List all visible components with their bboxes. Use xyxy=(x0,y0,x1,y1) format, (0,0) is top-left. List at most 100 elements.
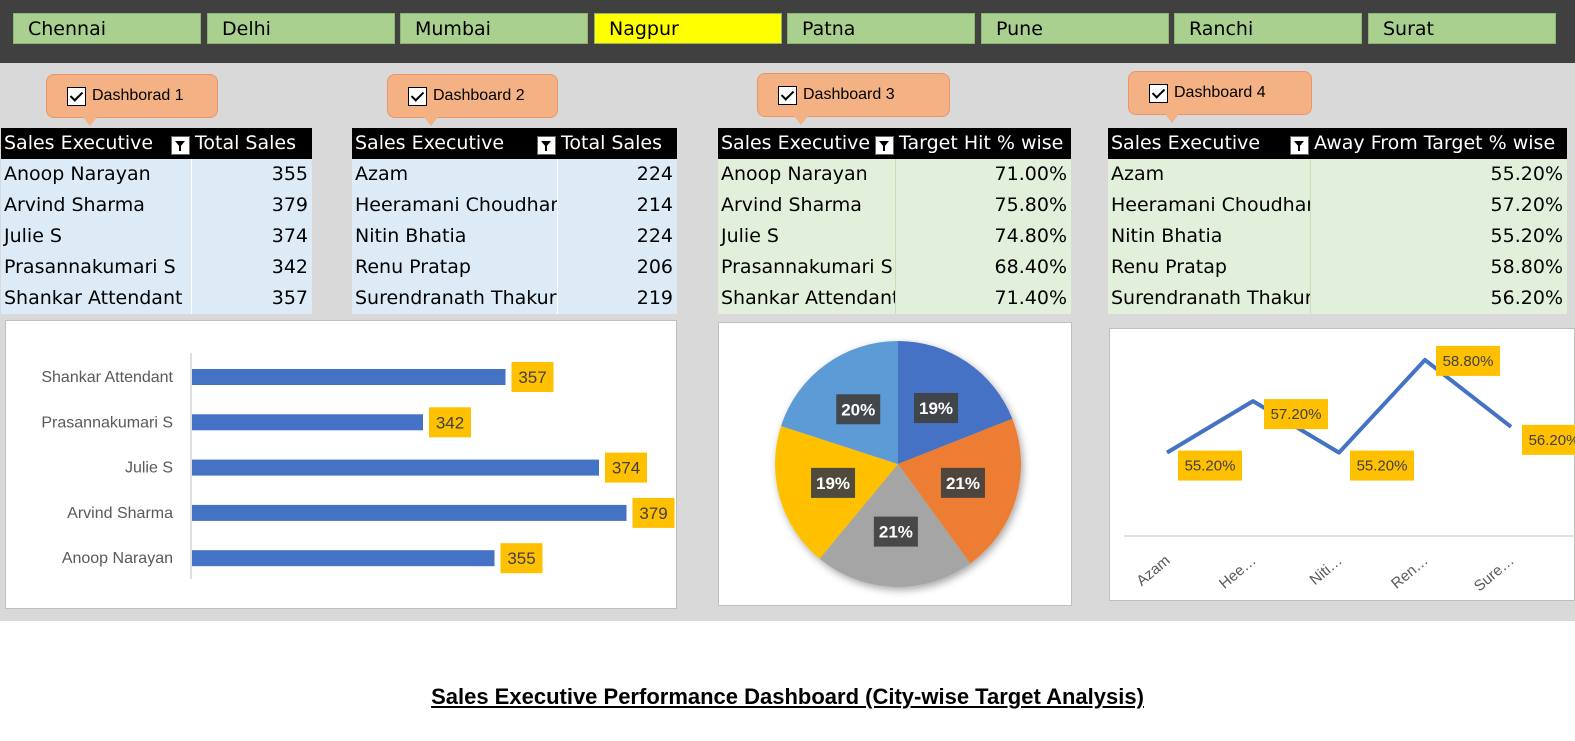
slicer-city-patna[interactable]: Patna xyxy=(787,13,975,44)
table-away-from-target: Sales Executive Away From Target % wise … xyxy=(1108,128,1567,314)
pie-slices xyxy=(775,341,1021,587)
data-label-bg xyxy=(500,543,543,574)
category-label: Ren… xyxy=(1388,552,1432,592)
slicer-city-nagpur[interactable]: Nagpur xyxy=(594,13,782,44)
page-title: Sales Executive Performance Dashboard (C… xyxy=(431,684,1144,709)
slicer-city-mumbai[interactable]: Mumbai xyxy=(400,13,588,44)
table-row: Surendranath Thakur 56.20% xyxy=(1108,283,1567,314)
callout-label: Dashboard 4 xyxy=(1174,84,1266,101)
filter-icon[interactable] xyxy=(537,136,556,155)
data-label-bg xyxy=(1522,424,1575,455)
table-row: Nitin Bhatia 224 xyxy=(352,221,677,252)
data-label: 55.20% xyxy=(1185,458,1236,475)
column-header-away-from-target: Away From Target % wise xyxy=(1314,132,1556,154)
filter-icon[interactable] xyxy=(875,136,894,155)
line-chart-panel[interactable]: 55.20% Azam 57.20% Hee… 55.20% Niti… 58.80% Ren… xyxy=(1109,328,1575,601)
data-label: 357 xyxy=(518,368,546,387)
checkbox-icon[interactable] xyxy=(67,86,86,106)
line-chart: 55.20% Azam 57.20% Hee… 55.20% Niti… 58.80% Ren… xyxy=(1124,345,1575,595)
category-label: Arvind Sharma xyxy=(67,505,173,522)
data-label-bg xyxy=(914,393,959,424)
filter-icon[interactable] xyxy=(1290,136,1309,155)
bar xyxy=(192,459,599,476)
category-label: Niti… xyxy=(1307,552,1346,589)
bar xyxy=(192,504,627,521)
table-row: Nitin Bhatia 55.20% xyxy=(1108,221,1567,252)
callout-dashboard-3[interactable]: Dashboard 3 xyxy=(757,73,950,125)
category-label: Azam xyxy=(1133,552,1173,590)
data-label: 374 xyxy=(612,459,640,478)
table-row: Julie S 374 xyxy=(1,221,312,252)
callout-label: Dashborad 1 xyxy=(92,87,184,104)
bar-chart: Anoop Narayan 355 Arvind Sharma 379 Julie S 3… xyxy=(41,353,675,579)
data-label-bg xyxy=(605,452,647,483)
table-total-sales-2: Sales Executive Total Sales Azam 224 Heer… xyxy=(352,128,677,314)
data-label-bg xyxy=(873,516,918,547)
checkbox-icon[interactable] xyxy=(408,86,427,106)
table-row: Arvind Sharma 75.80% xyxy=(718,190,1071,221)
bar xyxy=(192,369,506,385)
data-label: 55.20% xyxy=(1357,458,1408,475)
category-label: Prasannakumari S xyxy=(41,414,173,431)
category-label: Anoop Narayan xyxy=(62,550,173,567)
column-header-sales-executive: Sales Executive xyxy=(1108,128,1311,159)
table-row: Heeramani Choudhary 57.20% xyxy=(1108,190,1567,221)
column-header-sales-executive: Sales Executive xyxy=(1,128,192,159)
callout-label: Dashboard 3 xyxy=(803,86,895,103)
data-label-bg xyxy=(429,407,471,438)
table-row: Renu Pratap 58.80% xyxy=(1108,252,1567,283)
column-header-sales-executive: Sales Executive xyxy=(352,128,558,159)
slicer-city-surat[interactable]: Surat xyxy=(1368,13,1556,44)
callout-dashboard-1[interactable]: Dashborad 1 xyxy=(46,74,218,126)
slicer-city-ranchi[interactable]: Ranchi xyxy=(1174,13,1362,44)
column-header-total-sales: Total Sales xyxy=(195,132,296,154)
slicer-city-delhi[interactable]: Delhi xyxy=(207,13,395,44)
data-label: 58.80% xyxy=(1443,353,1494,370)
callout-dashboard-2[interactable]: Dashboard 2 xyxy=(387,74,558,126)
data-label-bg xyxy=(836,394,881,425)
data-label: 21% xyxy=(879,523,913,542)
category-label: Julie S xyxy=(125,460,173,477)
data-label-bg xyxy=(511,362,554,392)
data-label-bg xyxy=(940,467,985,498)
data-label: 21% xyxy=(946,474,980,493)
table-target-hit: Sales Executive Target Hit % wise Anoop … xyxy=(718,128,1071,314)
table-row: Renu Pratap 206 xyxy=(352,252,677,283)
data-label: 56.20% xyxy=(1529,432,1575,449)
data-label: 342 xyxy=(436,413,464,432)
table-row: Shankar Attendant 71.40% xyxy=(718,283,1071,314)
data-label-bg xyxy=(1436,345,1500,376)
filter-icon[interactable] xyxy=(171,136,190,155)
column-header-total-sales: Total Sales xyxy=(561,132,662,154)
pie-chart-panel[interactable]: 19% 21% 21% 19% 20% xyxy=(718,322,1072,606)
table-row: Heeramani Choudhary 214 xyxy=(352,190,677,221)
callout-label: Dashboard 2 xyxy=(433,87,525,104)
bar-chart-panel[interactable]: Anoop Narayan 355 Arvind Sharma 379 Julie S 3… xyxy=(5,320,677,609)
checkbox-icon[interactable] xyxy=(1149,83,1168,103)
table-row: Arvind Sharma 379 xyxy=(1,190,312,221)
table-row: Azam 55.20% xyxy=(1108,159,1567,190)
table-row: Prasannakumari S 342 xyxy=(1,252,312,283)
data-label: 379 xyxy=(639,504,667,523)
category-label: Hee… xyxy=(1216,552,1260,592)
series-line xyxy=(1165,357,1513,455)
data-label: 355 xyxy=(507,549,535,568)
bar xyxy=(192,414,423,431)
checkbox-icon[interactable] xyxy=(778,85,797,105)
table-row: Shankar Attendant 357 xyxy=(1,283,312,314)
callout-dashboard-4[interactable]: Dashboard 4 xyxy=(1128,71,1312,123)
column-header-sales-executive: Sales Executive xyxy=(718,128,896,159)
data-label-bg xyxy=(1264,399,1328,430)
data-label: 19% xyxy=(919,399,953,418)
data-label-bg xyxy=(1350,450,1414,481)
bar xyxy=(192,550,495,567)
table-row: Anoop Narayan 355 xyxy=(1,159,312,190)
table-total-sales-1: Sales Executive Total Sales Anoop Naraya… xyxy=(1,128,312,314)
data-label: 19% xyxy=(816,474,850,493)
table-row: Anoop Narayan 71.00% xyxy=(718,159,1071,190)
slicer-city-chennai[interactable]: Chennai xyxy=(13,13,201,44)
table-row: Surendranath Thakur 219 xyxy=(352,283,677,314)
data-label-bg xyxy=(811,467,856,498)
slicer-city-pune[interactable]: Pune xyxy=(981,13,1169,44)
data-label: 20% xyxy=(841,400,875,419)
